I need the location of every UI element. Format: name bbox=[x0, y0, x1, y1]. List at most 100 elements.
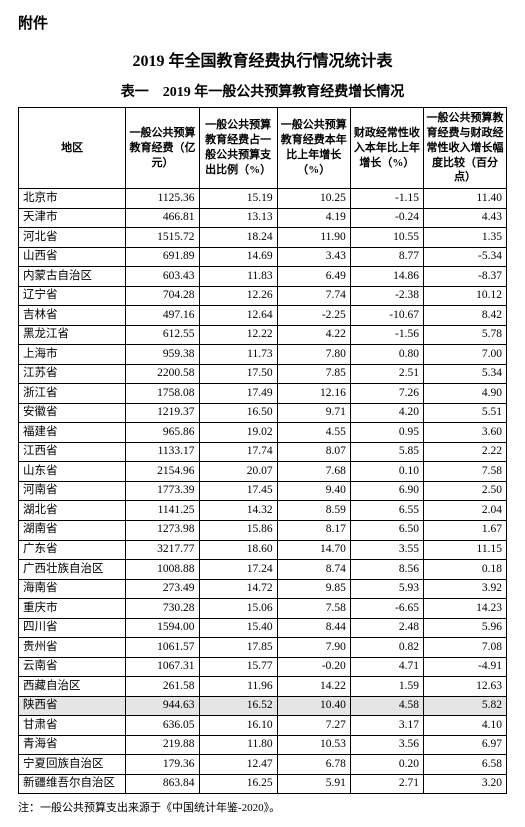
table-row: 陕西省944.6316.5210.404.585.82 bbox=[19, 696, 507, 716]
value-cell: 9.85 bbox=[277, 579, 350, 599]
column-header-5: 一般公共预算教育经费与财政经常性收入增长幅度比较（百分点） bbox=[424, 108, 507, 189]
table-row: 内蒙古自治区603.4311.836.4914.86-8.37 bbox=[19, 267, 507, 287]
value-cell: 3.20 bbox=[424, 774, 507, 794]
table-row: 甘肃省636.0516.107.273.174.10 bbox=[19, 716, 507, 736]
table-row: 浙江省1758.0817.4912.167.264.90 bbox=[19, 384, 507, 404]
value-cell: 8.17 bbox=[277, 520, 350, 540]
value-cell: 17.50 bbox=[199, 364, 277, 384]
table-row: 上海市959.3811.737.800.807.00 bbox=[19, 345, 507, 365]
value-cell: 4.55 bbox=[277, 423, 350, 443]
value-cell: 18.60 bbox=[199, 540, 277, 560]
region-cell: 青海省 bbox=[19, 735, 126, 755]
column-header-1: 一般公共预算教育经费（亿元） bbox=[126, 108, 199, 189]
value-cell: 17.24 bbox=[199, 560, 277, 580]
value-cell: 11.73 bbox=[199, 345, 277, 365]
main-title: 2019 年全国教育经费执行情况统计表 bbox=[18, 47, 507, 71]
value-cell: 6.78 bbox=[277, 755, 350, 775]
region-cell: 湖南省 bbox=[19, 520, 126, 540]
region-cell: 内蒙古自治区 bbox=[19, 267, 126, 287]
value-cell: 0.10 bbox=[350, 462, 423, 482]
value-cell: 18.24 bbox=[199, 228, 277, 248]
region-cell: 北京市 bbox=[19, 189, 126, 209]
value-cell: 4.71 bbox=[350, 657, 423, 677]
region-cell: 湖北省 bbox=[19, 501, 126, 521]
value-cell: 1141.25 bbox=[126, 501, 199, 521]
value-cell: 2154.96 bbox=[126, 462, 199, 482]
value-cell: 2.22 bbox=[424, 442, 507, 462]
region-cell: 天津市 bbox=[19, 208, 126, 228]
region-cell: 河南省 bbox=[19, 481, 126, 501]
value-cell: 8.56 bbox=[350, 560, 423, 580]
table-row: 辽宁省704.2812.267.74-2.3810.12 bbox=[19, 286, 507, 306]
table-row: 福建省965.8619.024.550.953.60 bbox=[19, 423, 507, 443]
table-row: 湖南省1273.9815.868.176.501.67 bbox=[19, 520, 507, 540]
value-cell: 863.84 bbox=[126, 774, 199, 794]
value-cell: 12.47 bbox=[199, 755, 277, 775]
region-cell: 宁夏回族自治区 bbox=[19, 755, 126, 775]
value-cell: 5.85 bbox=[350, 442, 423, 462]
value-cell: 10.53 bbox=[277, 735, 350, 755]
region-cell: 四川省 bbox=[19, 618, 126, 638]
value-cell: 0.82 bbox=[350, 638, 423, 658]
value-cell: 636.05 bbox=[126, 716, 199, 736]
value-cell: 5.51 bbox=[424, 403, 507, 423]
table-row: 湖北省1141.2514.328.596.552.04 bbox=[19, 501, 507, 521]
value-cell: 1273.98 bbox=[126, 520, 199, 540]
value-cell: 6.55 bbox=[350, 501, 423, 521]
value-cell: 1061.57 bbox=[126, 638, 199, 658]
region-cell: 福建省 bbox=[19, 423, 126, 443]
table-row: 天津市466.8113.134.19-0.244.43 bbox=[19, 208, 507, 228]
table-row: 黑龙江省612.5512.224.22-1.565.78 bbox=[19, 325, 507, 345]
value-cell: 8.77 bbox=[350, 247, 423, 267]
table-row: 安徽省1219.3716.509.714.205.51 bbox=[19, 403, 507, 423]
value-cell: 15.19 bbox=[199, 189, 277, 209]
value-cell: -8.37 bbox=[424, 267, 507, 287]
value-cell: 11.96 bbox=[199, 677, 277, 697]
region-cell: 浙江省 bbox=[19, 384, 126, 404]
attachment-label: 附件 bbox=[18, 12, 507, 33]
value-cell: 691.89 bbox=[126, 247, 199, 267]
value-cell: 6.50 bbox=[350, 520, 423, 540]
value-cell: 11.15 bbox=[424, 540, 507, 560]
table-row: 山西省691.8914.693.438.77-5.34 bbox=[19, 247, 507, 267]
value-cell: 11.40 bbox=[424, 189, 507, 209]
region-cell: 安徽省 bbox=[19, 403, 126, 423]
value-cell: 7.85 bbox=[277, 364, 350, 384]
value-cell: 16.25 bbox=[199, 774, 277, 794]
value-cell: -1.15 bbox=[350, 189, 423, 209]
table-row: 重庆市730.2815.067.58-6.6514.23 bbox=[19, 599, 507, 619]
value-cell: 3217.77 bbox=[126, 540, 199, 560]
value-cell: 1515.72 bbox=[126, 228, 199, 248]
value-cell: 14.23 bbox=[424, 599, 507, 619]
value-cell: 17.85 bbox=[199, 638, 277, 658]
value-cell: 6.58 bbox=[424, 755, 507, 775]
value-cell: 14.22 bbox=[277, 677, 350, 697]
column-header-4: 财政经常性收入本年比上年增长（%） bbox=[350, 108, 423, 189]
data-table: 地区一般公共预算教育经费（亿元）一般公共预算教育经费占一般公共预算支出比例（%）… bbox=[18, 107, 507, 794]
value-cell: 10.25 bbox=[277, 189, 350, 209]
table-row: 吉林省497.1612.64-2.25-10.678.42 bbox=[19, 306, 507, 326]
value-cell: 4.90 bbox=[424, 384, 507, 404]
value-cell: 6.90 bbox=[350, 481, 423, 501]
value-cell: 0.95 bbox=[350, 423, 423, 443]
value-cell: 15.77 bbox=[199, 657, 277, 677]
value-cell: 8.42 bbox=[424, 306, 507, 326]
value-cell: 466.81 bbox=[126, 208, 199, 228]
value-cell: 8.59 bbox=[277, 501, 350, 521]
value-cell: 1.35 bbox=[424, 228, 507, 248]
region-cell: 广东省 bbox=[19, 540, 126, 560]
value-cell: -0.24 bbox=[350, 208, 423, 228]
region-cell: 江西省 bbox=[19, 442, 126, 462]
value-cell: -5.34 bbox=[424, 247, 507, 267]
sub-title: 表一 2019 年一般公共预算教育经费增长情况 bbox=[18, 81, 507, 101]
value-cell: 14.70 bbox=[277, 540, 350, 560]
value-cell: 4.20 bbox=[350, 403, 423, 423]
value-cell: 5.96 bbox=[424, 618, 507, 638]
value-cell: 12.22 bbox=[199, 325, 277, 345]
value-cell: 5.78 bbox=[424, 325, 507, 345]
value-cell: 17.49 bbox=[199, 384, 277, 404]
region-cell: 重庆市 bbox=[19, 599, 126, 619]
value-cell: 4.19 bbox=[277, 208, 350, 228]
value-cell: 4.10 bbox=[424, 716, 507, 736]
value-cell: 219.88 bbox=[126, 735, 199, 755]
